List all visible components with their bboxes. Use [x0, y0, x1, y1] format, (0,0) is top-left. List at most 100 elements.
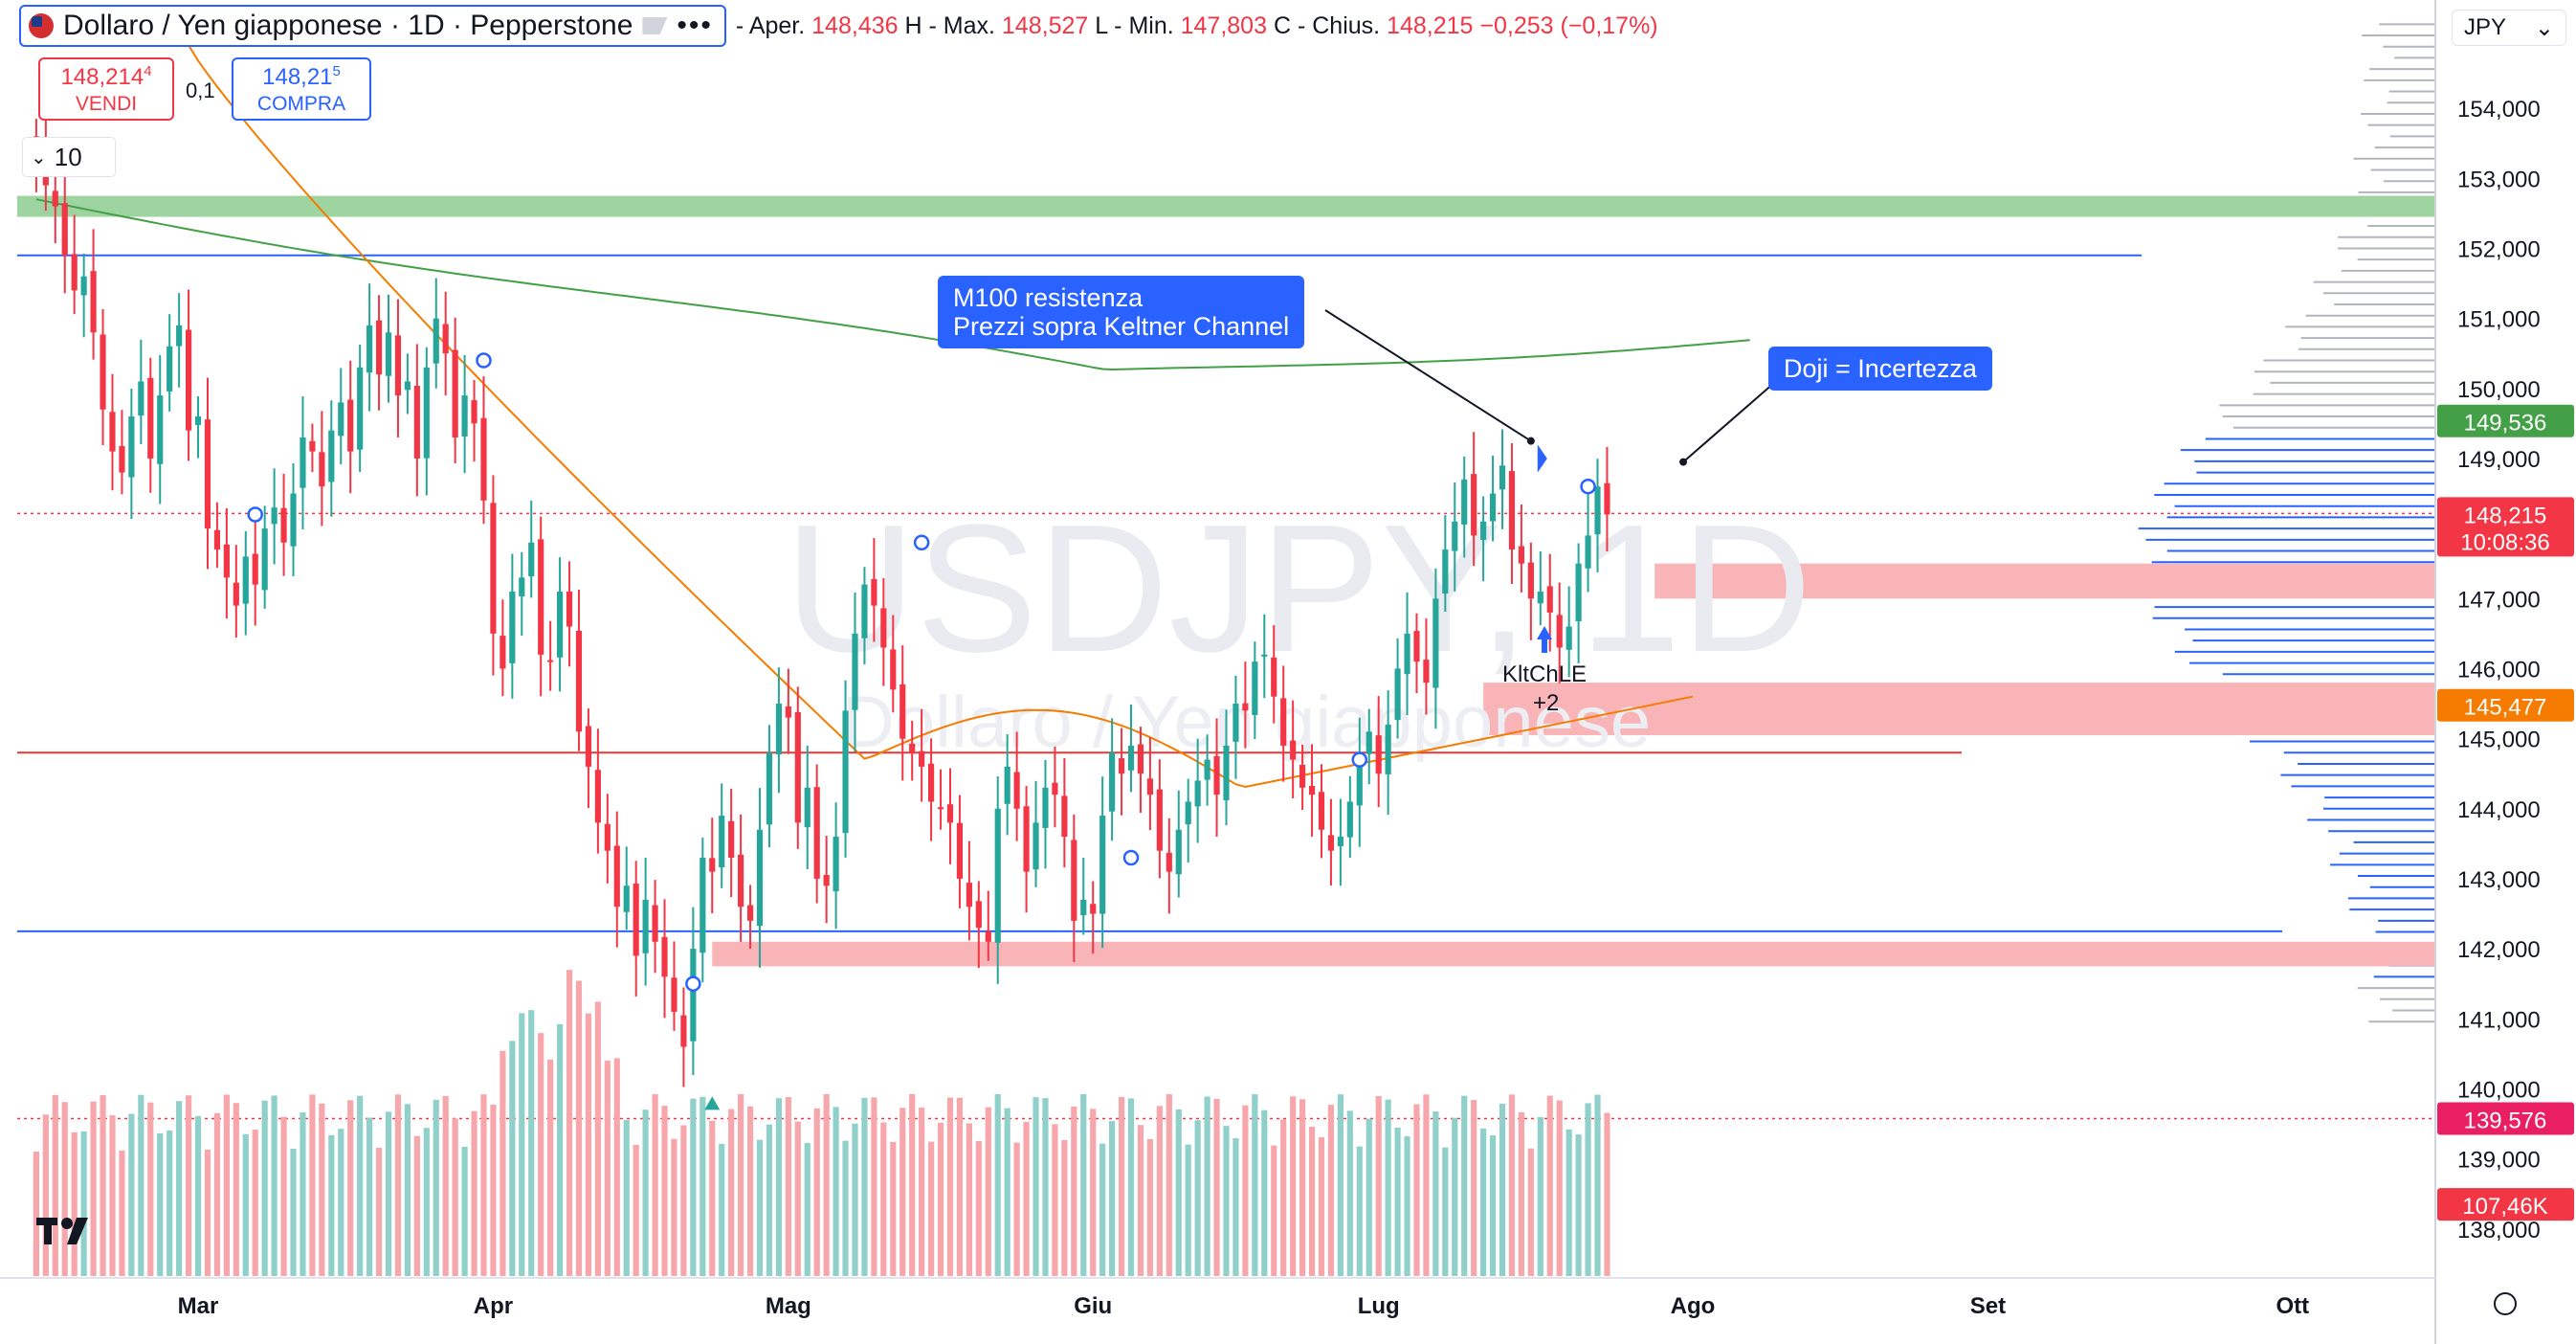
support-zone-upper	[1654, 563, 2435, 599]
volume-bar	[1232, 1138, 1239, 1276]
volume-bar	[880, 1122, 887, 1276]
ma100-price-tag-bg	[2437, 404, 2574, 437]
candle-body	[804, 787, 811, 828]
callout-m100-dot	[1526, 437, 1535, 445]
volume-bar	[490, 1104, 497, 1276]
volume-bar	[1223, 1126, 1230, 1276]
last-price-tag: 148,215	[2464, 503, 2547, 528]
candle-body	[1223, 745, 1230, 800]
candle-body	[1404, 633, 1410, 675]
trade-marker-icon	[247, 506, 263, 523]
candle-body	[842, 710, 849, 834]
candle-body	[1090, 904, 1097, 914]
volume-bar	[1318, 1137, 1325, 1276]
candle-body	[566, 591, 573, 627]
volume-bar	[1461, 1095, 1468, 1276]
volume-bar	[1394, 1127, 1401, 1276]
volume-bar	[680, 1125, 687, 1276]
time-tick-label: Set	[1970, 1293, 2006, 1319]
volume-bar	[1346, 1110, 1353, 1276]
candle-body	[1423, 660, 1430, 683]
candle-body	[347, 399, 354, 452]
time-tick-label: Giu	[1074, 1293, 1112, 1319]
volume-bar	[1042, 1098, 1049, 1276]
candle-body	[471, 400, 477, 424]
volume-bar	[1023, 1121, 1030, 1276]
sell-button[interactable]: 148,2144 VENDI	[38, 57, 174, 121]
candle-body	[204, 419, 211, 529]
volume-bar	[385, 1111, 392, 1276]
volume-bar	[1166, 1094, 1172, 1276]
volume-indicator-toggle[interactable]: ⌄ 10	[23, 138, 115, 176]
close-label: Chius.	[1312, 11, 1381, 39]
candle-body	[1042, 787, 1049, 828]
chevron-down-icon: ⌄	[2534, 14, 2554, 41]
tradingview-logo	[36, 1214, 100, 1253]
volume-bar	[375, 1147, 383, 1276]
currency-selector[interactable]: JPY ⌄	[2452, 10, 2566, 46]
candle-body	[671, 977, 677, 1012]
volume-bar	[1337, 1094, 1344, 1276]
volume-bar	[1556, 1100, 1563, 1276]
candle-body	[490, 503, 497, 634]
candle-body	[147, 377, 154, 459]
volume-bar	[157, 1132, 164, 1276]
price-tick-label: 153,000	[2457, 167, 2541, 192]
trade-marker-icon	[1351, 751, 1368, 768]
volume-bar	[566, 970, 573, 1276]
candle-body	[1156, 789, 1163, 851]
signal-marker: KltChLE +2	[1502, 626, 1587, 716]
volume-bar	[1071, 1106, 1077, 1276]
candle-body	[756, 829, 764, 927]
price-tick-label: 150,000	[2457, 377, 2541, 403]
candle-body	[833, 837, 839, 892]
candle-body	[1499, 465, 1506, 490]
price-tick-label: 151,000	[2457, 307, 2541, 333]
volume-bar	[519, 1013, 525, 1276]
volume-bar	[1527, 1148, 1534, 1276]
price-tick-label: 146,000	[2457, 657, 2541, 683]
volume-bar	[1356, 1146, 1363, 1276]
candle-body	[100, 334, 106, 410]
time-tick-label: Mar	[178, 1293, 219, 1319]
symbol-selector[interactable]: Dollaro / Yen giapponese · 1D · Pepperst…	[19, 5, 726, 47]
candle-body	[519, 577, 525, 597]
volume-bar	[1099, 1143, 1106, 1276]
candle-body	[623, 885, 630, 912]
candle-body	[775, 704, 782, 755]
volume-bar	[966, 1123, 972, 1276]
candle-body	[1166, 852, 1172, 872]
candle-body	[71, 254, 78, 291]
low-l: L	[1095, 11, 1108, 39]
price-tick-label: 149,000	[2457, 447, 2541, 473]
volume-bar	[623, 1120, 630, 1276]
volume-bar	[80, 1131, 87, 1276]
volume-bar	[1280, 1119, 1287, 1276]
volume-bar	[338, 1129, 344, 1276]
candle-body	[1604, 482, 1610, 515]
volume-bar	[52, 1094, 58, 1276]
candle-body	[956, 822, 964, 879]
ma-fast-line	[188, 44, 1694, 789]
candle-body	[138, 381, 144, 416]
candle-body	[80, 276, 87, 296]
volume-bar	[1594, 1094, 1601, 1276]
volume-bar	[956, 1097, 964, 1276]
volume-bar	[404, 1104, 411, 1276]
candle-body	[585, 726, 592, 767]
signal-sub: +2	[1533, 690, 1559, 716]
candle-body	[1385, 724, 1391, 774]
more-options-icon[interactable]: •••	[677, 10, 713, 41]
volume-bar	[652, 1094, 658, 1276]
candle-body	[394, 335, 402, 396]
buy-button[interactable]: 148,215 COMPRA	[232, 57, 371, 121]
volume-bar	[690, 1098, 697, 1276]
candle-body	[280, 507, 287, 543]
candle-body	[1252, 661, 1258, 715]
volume-bar	[1033, 1097, 1039, 1276]
candle-body	[1175, 829, 1182, 875]
candle-body	[1575, 563, 1582, 621]
volume-bar	[452, 1118, 458, 1276]
